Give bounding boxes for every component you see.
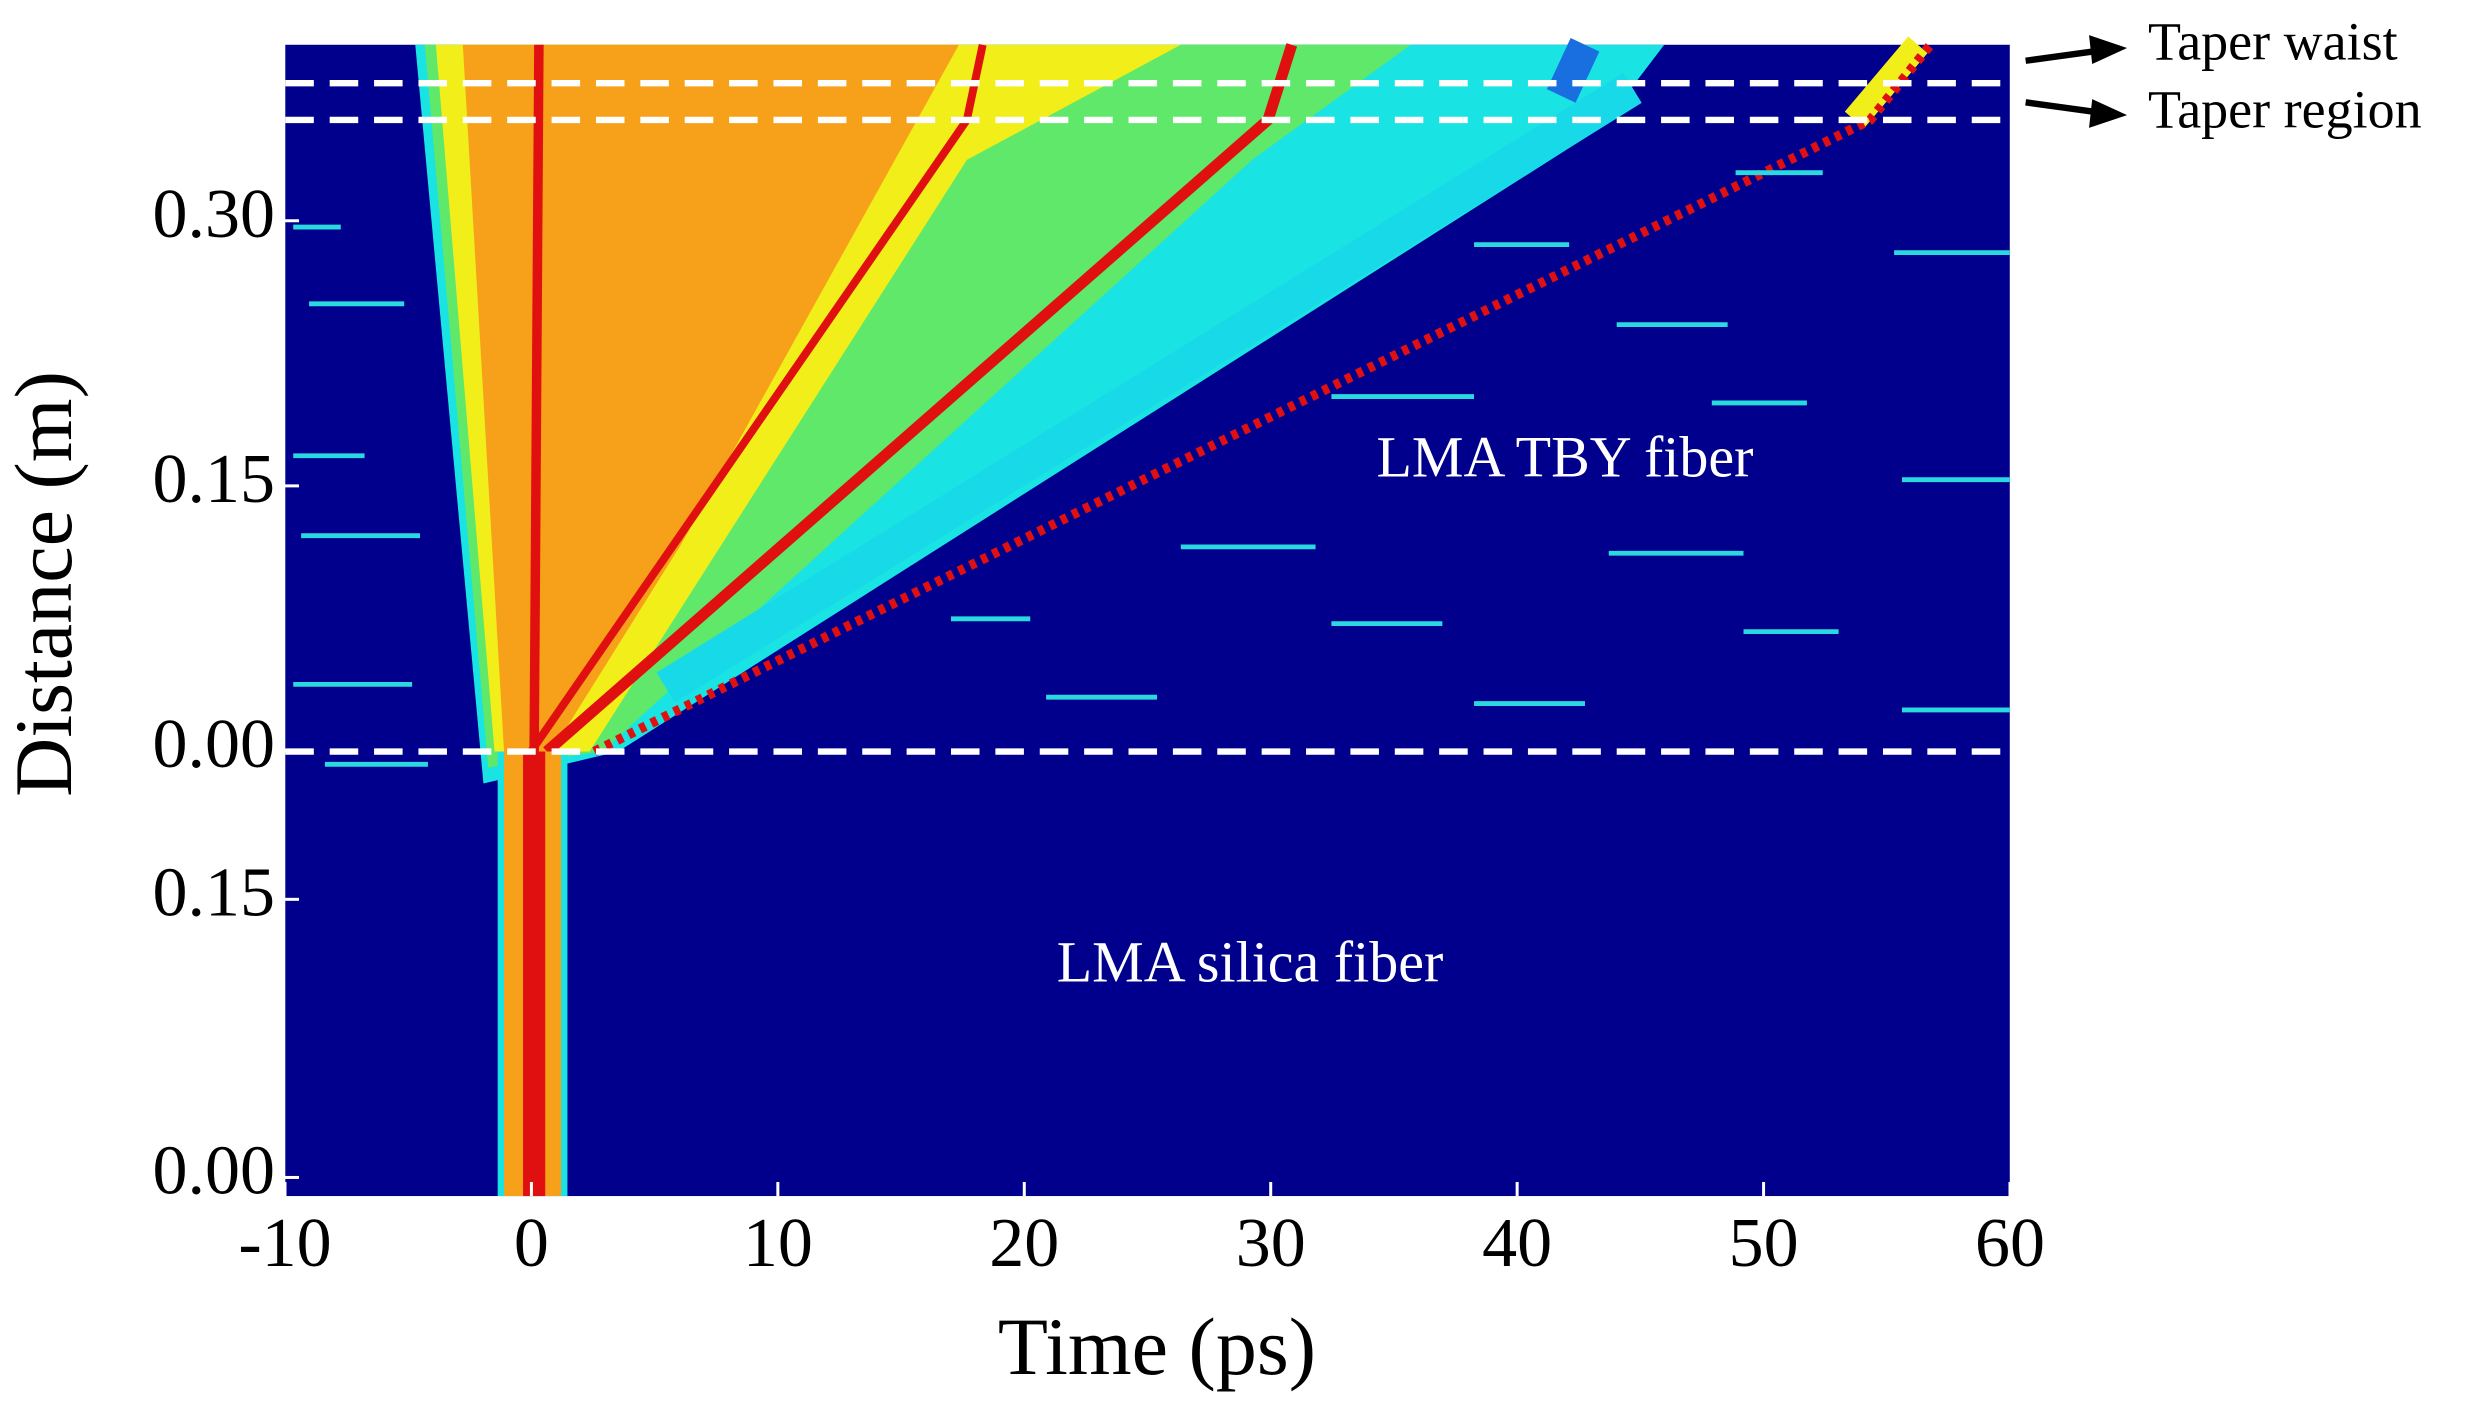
y-tick-label: 0.00 — [153, 706, 276, 783]
blue-band — [1546, 37, 1600, 103]
boundary-lines — [285, 79, 2010, 755]
arrows — [2025, 35, 2128, 128]
x-tick-label: 0 — [514, 1205, 549, 1282]
x-tick-label: 10 — [743, 1205, 813, 1282]
y-tick-label: 0.30 — [153, 176, 276, 253]
y-tick-label: 0.15 — [153, 441, 276, 518]
region-label: LMA TBY fiber — [1377, 424, 1754, 489]
region-label: LMA silica fiber — [1057, 929, 1444, 994]
trace-red — [529, 44, 544, 752]
y-tick-label: 0.00 — [153, 1133, 276, 1210]
annotation-label: Taper waist — [2148, 11, 2398, 71]
x-tick-label: 30 — [1236, 1205, 1306, 1282]
y-axis-title: Distance (m) — [0, 371, 89, 797]
heatmap-image — [285, 35, 2128, 1197]
y-tick-label: 0.15 — [153, 854, 276, 931]
trace-dotted — [592, 41, 1935, 756]
x-axis-title: Time (ps) — [998, 1301, 1316, 1392]
speckles — [293, 170, 2010, 767]
x-tick-label: 60 — [1975, 1205, 2045, 1282]
x-tick-label: 20 — [989, 1205, 1059, 1282]
field-orange — [462, 44, 959, 752]
x-tick-label: -10 — [238, 1205, 331, 1282]
trace-red — [523, 751, 546, 1197]
annotation-label: Taper region — [2148, 79, 2422, 139]
x-tick-label: 50 — [1729, 1205, 1799, 1282]
x-tick-label: 40 — [1482, 1205, 1552, 1282]
cyan-band — [656, 72, 1642, 703]
